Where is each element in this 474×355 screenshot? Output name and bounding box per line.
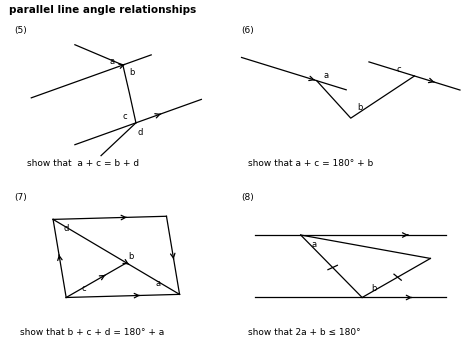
Text: show that a + c = 180° + b: show that a + c = 180° + b xyxy=(248,159,374,168)
Text: d: d xyxy=(137,128,143,137)
Text: a: a xyxy=(323,71,328,81)
Text: c: c xyxy=(82,284,86,293)
Text: (8): (8) xyxy=(242,193,254,202)
Text: b: b xyxy=(357,103,363,112)
Text: c: c xyxy=(396,65,401,74)
Text: (5): (5) xyxy=(14,26,27,35)
Text: b: b xyxy=(128,252,134,261)
Text: b: b xyxy=(371,284,376,293)
Text: b: b xyxy=(129,69,134,77)
Text: (7): (7) xyxy=(14,193,27,202)
Text: show that  a + c = b + d: show that a + c = b + d xyxy=(27,159,139,168)
Text: parallel line angle relationships: parallel line angle relationships xyxy=(9,5,197,15)
Text: show that 2a + b ≤ 180°: show that 2a + b ≤ 180° xyxy=(248,328,361,337)
Text: d: d xyxy=(64,224,69,233)
Text: c: c xyxy=(123,112,128,121)
Text: a: a xyxy=(109,58,115,66)
Text: a: a xyxy=(312,240,317,249)
Text: show that b + c + d = 180° + a: show that b + c + d = 180° + a xyxy=(20,328,164,337)
Text: (6): (6) xyxy=(242,26,254,35)
Text: a: a xyxy=(155,279,160,288)
